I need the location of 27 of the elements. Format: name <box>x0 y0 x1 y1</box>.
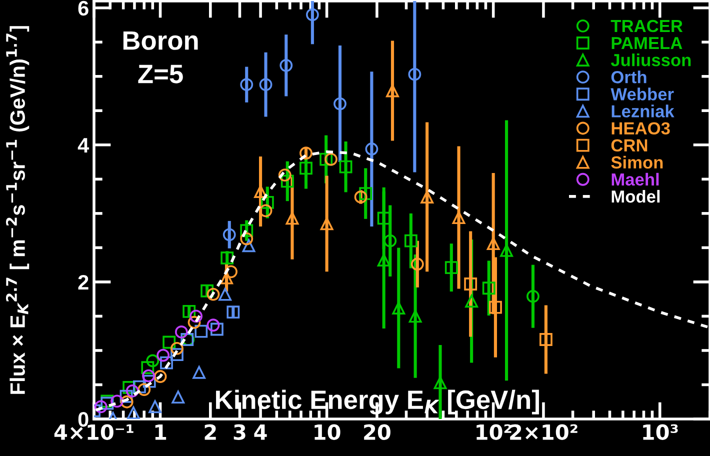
legend-label: Webber <box>610 88 674 100</box>
annotation: Boron <box>123 31 198 50</box>
y-tick-label: 4 <box>78 138 90 152</box>
legend-label: Maehl <box>612 172 659 186</box>
x-tick-label: 2×10² <box>510 424 578 440</box>
y-tick-label: 2 <box>78 274 88 290</box>
x-tick-label: 2 <box>204 424 216 440</box>
x-tick-label: 20 <box>364 424 390 440</box>
legend-label: Orth <box>611 70 646 84</box>
x-tick-label: 10² <box>476 424 512 440</box>
x-tick-label: 10 <box>314 424 340 440</box>
y-tick-label: 6 <box>78 0 88 16</box>
legend-label: Model <box>612 190 660 203</box>
legend-label: Juliusson <box>610 54 691 66</box>
x-tick-label: 10³ <box>643 424 678 440</box>
legend-label: PAMELA <box>612 37 682 50</box>
annotation: Z=5 <box>138 64 183 84</box>
legend-label: HEAO3 <box>612 122 670 135</box>
x-axis-title: Kinetic Energy E$_{K}$ [GeV/n] <box>216 390 539 414</box>
x-tick-label: 4 <box>254 424 267 440</box>
legend-label: CRN <box>611 139 648 152</box>
x-tick-label: 1 <box>155 424 166 440</box>
x-tick-label: 3 <box>234 424 246 440</box>
legend-label: TRACER <box>610 20 683 32</box>
legend-label: Lezniak <box>612 104 674 118</box>
text: Flux × E$_{K}$$^{2.7}$ [ m$^{−2}$s$^{−1}$sr$^{−1}$ (GeV/n)$^{1.7}$] <box>6 26 30 394</box>
legend-label: Simon <box>611 156 663 169</box>
